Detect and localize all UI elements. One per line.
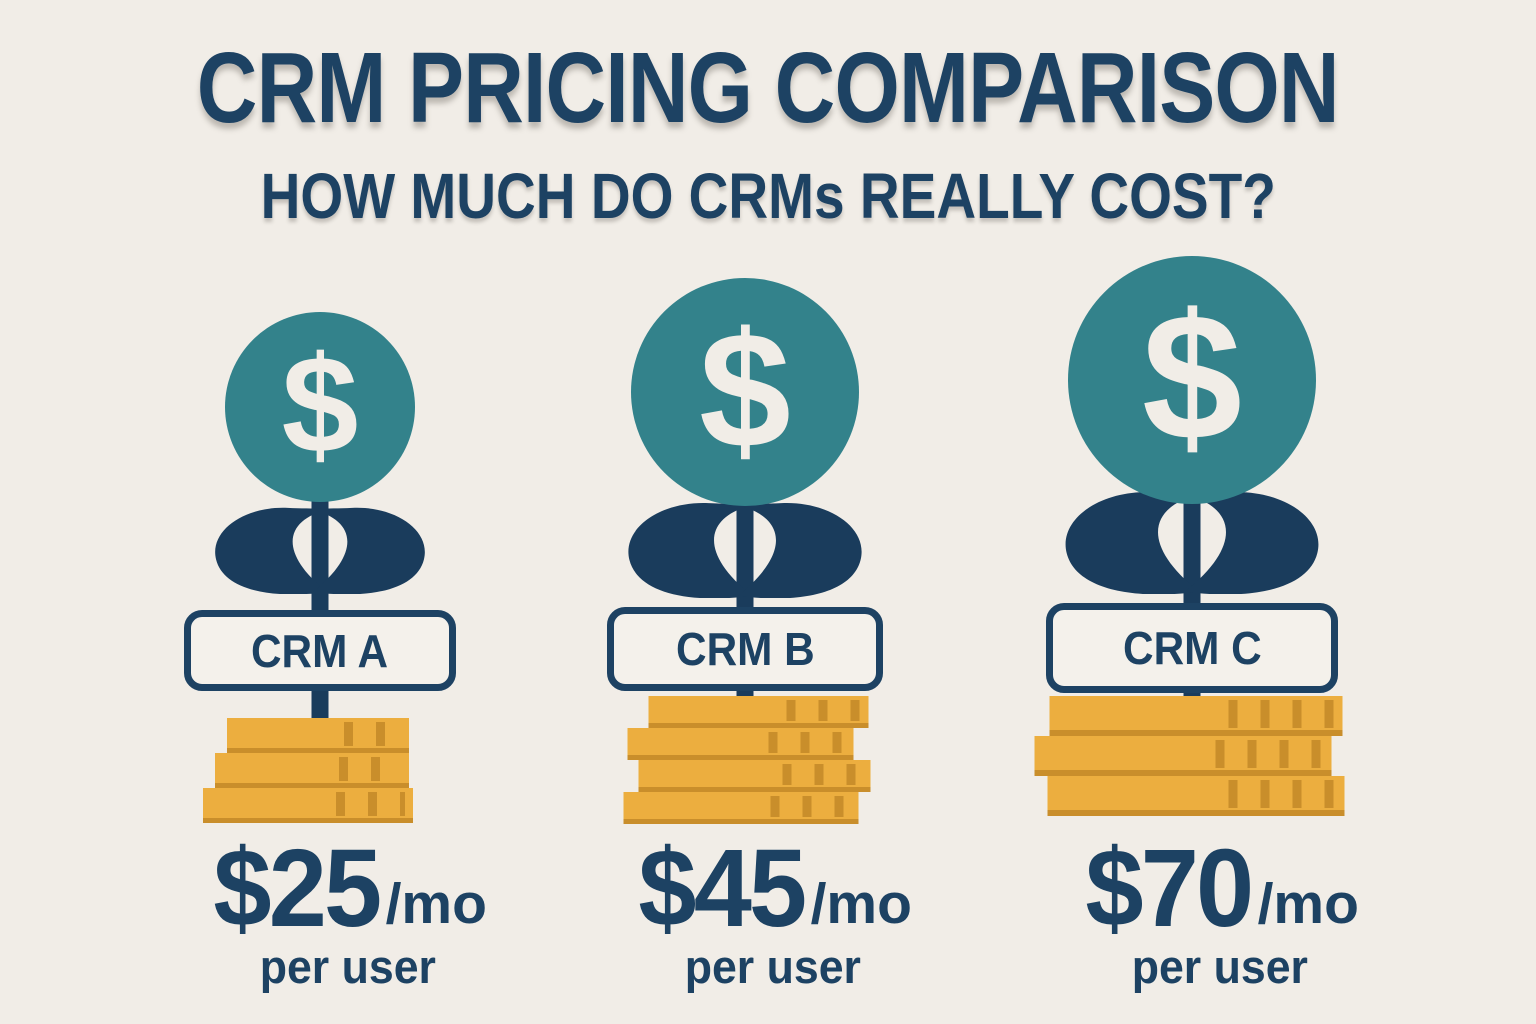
price-block: $25 /mo per user: [209, 827, 487, 994]
coin-stack: [1034, 696, 1345, 816]
price-line: $45 /mo: [634, 827, 912, 950]
leaf-left-icon: [1063, 490, 1199, 594]
page-subtitle-text: HOW MUCH DO CRMs REALLY COST?: [260, 160, 1276, 232]
crm-label-box: CRM B: [607, 607, 883, 691]
money-plant-crm-b: $ CRM B $45 /mo per user: [515, 0, 975, 1024]
coin-row: [1034, 736, 1332, 776]
coin-row: [627, 728, 853, 760]
dollar-icon: $: [281, 328, 359, 482]
leaf-left-icon: [626, 501, 752, 598]
leaf-left-icon: [213, 506, 327, 594]
price-amount: $70: [1085, 827, 1254, 950]
coin-stack: [623, 696, 870, 824]
price-per-user: per user: [259, 940, 437, 994]
coin-row: [638, 760, 870, 792]
page-subtitle: HOW MUCH DO CRMs REALLY COST?: [0, 160, 1536, 232]
price-amount: $45: [638, 827, 807, 950]
price-block: $70 /mo per user: [1081, 827, 1359, 994]
coin-row: [227, 718, 409, 753]
money-plant-crm-c: $ CRM C $70 /mo per user: [962, 0, 1422, 1024]
coin-row: [1047, 776, 1345, 816]
price-amount: $25: [213, 827, 382, 950]
dollar-icon: $: [699, 297, 791, 482]
price-block: $45 /mo per user: [634, 827, 912, 994]
price-period: /mo: [385, 872, 487, 937]
leaf-right-icon: [313, 506, 427, 594]
coin-row: [648, 696, 868, 728]
coin-row: [203, 788, 413, 823]
price-line: $25 /mo: [209, 827, 487, 950]
crm-label: CRM B: [675, 623, 815, 675]
coin-row: [1049, 696, 1343, 736]
dollar-circle: $: [631, 278, 859, 506]
price-period: /mo: [1257, 872, 1359, 937]
crm-label: CRM A: [251, 624, 389, 677]
crm-label-box: CRM A: [184, 610, 456, 691]
dollar-circle: $: [225, 312, 415, 502]
money-plant-crm-a: $ CRM A $25 /mo per user: [90, 0, 550, 1024]
dollar-icon: $: [1141, 277, 1243, 478]
crm-label: CRM C: [1122, 622, 1262, 674]
coin-row: [215, 753, 409, 788]
dollar-circle: $: [1068, 256, 1316, 504]
page-title: CRM PRICING COMPARISON: [0, 36, 1536, 141]
crm-label-box: CRM C: [1046, 603, 1338, 693]
price-line: $70 /mo: [1081, 827, 1359, 950]
leaf-right-icon: [738, 501, 864, 598]
coin-stack: [203, 718, 425, 823]
page-title-text: CRM PRICING COMPARISON: [197, 32, 1340, 144]
price-per-user: per user: [684, 940, 862, 994]
price-per-user: per user: [1131, 940, 1309, 994]
price-period: /mo: [810, 872, 912, 937]
coin-row: [623, 792, 859, 824]
leaf-right-icon: [1185, 490, 1321, 594]
